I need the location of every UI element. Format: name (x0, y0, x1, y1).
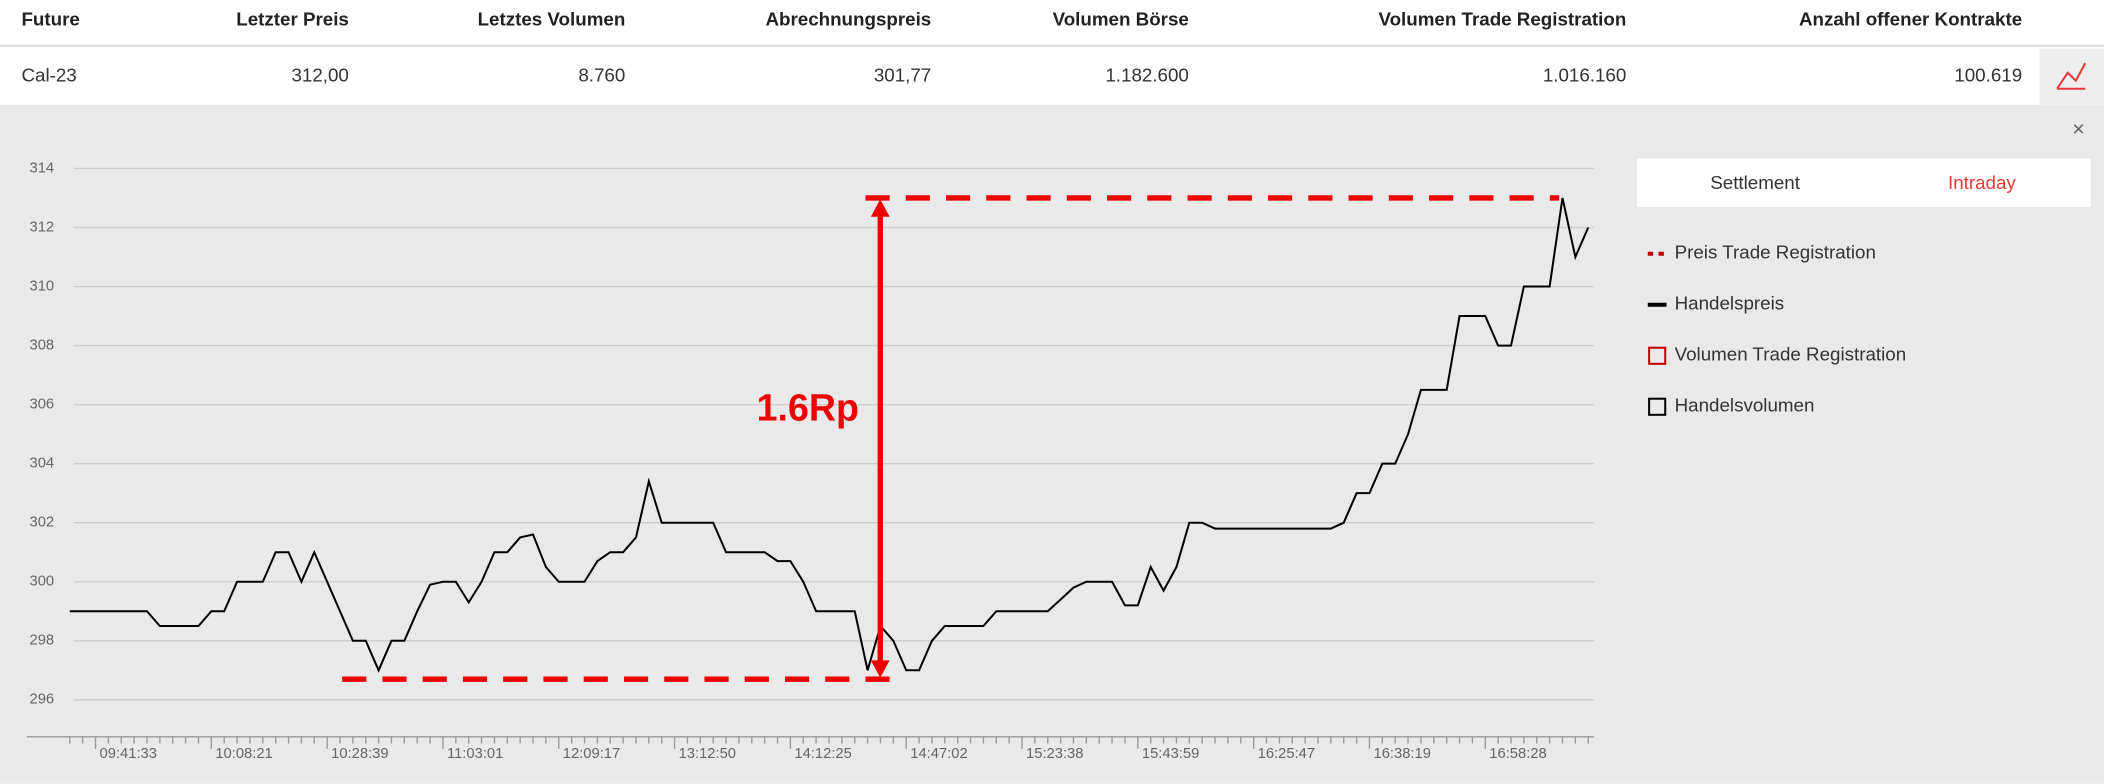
y-tick-label: 300 (30, 574, 55, 590)
tab[interactable]: Settlement (1710, 172, 1800, 193)
tab-bar (1637, 158, 2091, 207)
table-cell: Cal-23 (21, 65, 76, 86)
x-tick-label: 15:23:38 (1026, 746, 1083, 762)
legend-label: Volumen Trade Registration (1675, 344, 1907, 365)
annotation-text: 1.6Rp (757, 387, 859, 429)
table-cell: 8.760 (578, 65, 625, 86)
table-cell: 1.016.160 (1543, 65, 1626, 86)
x-tick-label: 16:38:19 (1373, 746, 1430, 762)
x-tick-label: 16:58:28 (1489, 746, 1546, 762)
x-tick-label: 15:43:59 (1142, 746, 1199, 762)
column-header: Volumen Börse (1053, 8, 1189, 29)
y-tick-label: 298 (30, 633, 55, 649)
arrow-head (870, 199, 890, 217)
x-tick-label: 14:12:25 (794, 746, 851, 762)
x-tick-label: 16:25:47 (1258, 746, 1315, 762)
legend-label: Handelspreis (1675, 293, 1785, 314)
legend-swatch (1648, 346, 1667, 365)
legend-label: Preis Trade Registration (1675, 242, 1876, 263)
x-tick-label: 14:47:02 (910, 746, 967, 762)
table-cell: 301,77 (874, 65, 931, 86)
y-tick-label: 306 (30, 397, 55, 413)
table-cell: 312,00 (291, 65, 348, 86)
column-header: Letztes Volumen (478, 8, 626, 29)
column-header: Abrechnungspreis (765, 8, 931, 29)
column-header: Anzahl offener Kontrakte (1799, 8, 2022, 29)
price-line (69, 197, 1590, 673)
table-cell: 100.619 (1954, 65, 2022, 86)
chart-panel (0, 104, 2104, 784)
chart-icon[interactable] (2056, 62, 2087, 90)
y-tick-label: 312 (30, 219, 55, 235)
column-header: Volumen Trade Registration (1378, 8, 1626, 29)
y-tick-label: 296 (30, 692, 55, 708)
legend-swatch (1648, 397, 1667, 416)
legend-label: Handelsvolumen (1675, 395, 1815, 416)
y-tick-label: 302 (30, 515, 55, 531)
table-cell: 1.182.600 (1105, 65, 1188, 86)
x-tick-label: 09:41:33 (100, 746, 157, 762)
arrow-head (870, 660, 890, 678)
table-background (0, 0, 2104, 105)
x-tick-label: 10:08:21 (215, 746, 272, 762)
x-tick-label: 13:12:50 (679, 746, 736, 762)
y-tick-label: 304 (30, 456, 55, 472)
x-tick-label: 10:28:39 (331, 746, 388, 762)
y-tick-label: 310 (30, 278, 55, 294)
x-tick-label: 12:09:17 (563, 746, 620, 762)
tab-active[interactable]: Intraday (1948, 172, 2016, 193)
column-header: Future (21, 8, 79, 29)
y-tick-label: 314 (30, 160, 55, 176)
x-tick-label: 11:03:01 (447, 746, 503, 762)
close-button[interactable]: × (2072, 117, 2085, 141)
y-tick-label: 308 (30, 337, 55, 353)
column-header: Letzter Preis (236, 8, 349, 29)
